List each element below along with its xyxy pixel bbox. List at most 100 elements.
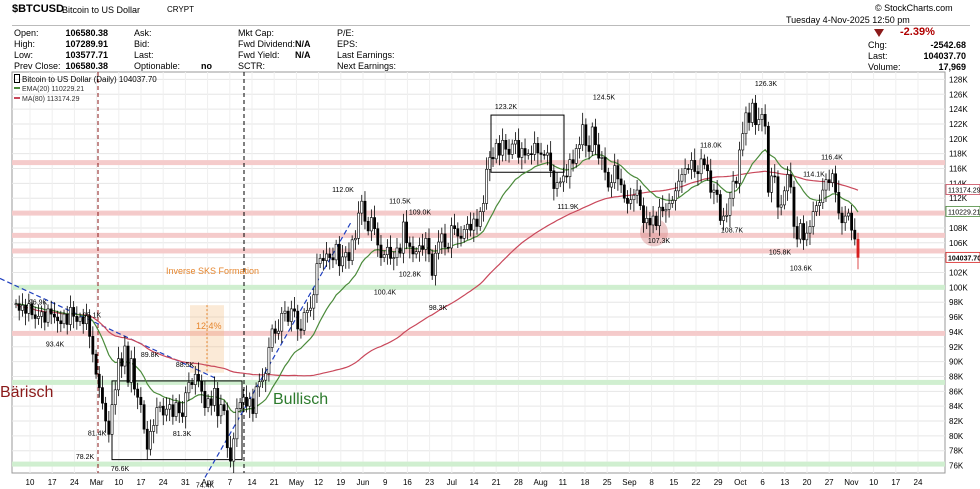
candle-body — [69, 307, 72, 325]
candle-body — [613, 165, 617, 183]
candle-body — [81, 316, 85, 325]
candle-body — [469, 223, 473, 231]
ma-swatch-icon — [14, 97, 20, 99]
x-tick-label: May — [289, 478, 304, 487]
candle-body — [216, 388, 220, 417]
candle-body — [670, 200, 674, 204]
y-tick-label: 76K — [949, 462, 964, 471]
x-tick-label: 6 — [760, 478, 765, 487]
candle-body — [610, 182, 613, 188]
candle-body — [850, 212, 853, 231]
candle-body — [104, 402, 108, 422]
x-tick-label: 14 — [470, 478, 479, 487]
last-price-value: 104037.70 — [923, 51, 966, 61]
candle-body — [533, 142, 537, 155]
price-box-label: 113174.29 — [948, 188, 980, 195]
x-tick-label: 28 — [514, 478, 523, 487]
candle-body — [619, 178, 623, 186]
x-tick-label: 21 — [270, 478, 279, 487]
candle-body — [642, 205, 645, 224]
instrument-name: Bitcoin to US Dollar — [62, 5, 141, 15]
candle-body — [209, 398, 213, 406]
candle-body — [462, 229, 466, 239]
candle-body — [677, 180, 681, 192]
candle-body — [120, 358, 124, 367]
x-tick-label: 12 — [314, 478, 323, 487]
bullish-label: Bullisch — [273, 391, 329, 408]
candle-body — [366, 220, 370, 232]
candle-body — [853, 229, 857, 240]
price-zone — [12, 379, 945, 385]
sks-label: Inverse SKS Formation — [166, 266, 260, 276]
price-label: 98.3K — [429, 305, 448, 312]
candle-body — [277, 330, 280, 334]
candle-body — [251, 398, 255, 414]
x-tick-label: Mar — [90, 478, 104, 487]
candle-body — [94, 353, 98, 375]
candle-body — [229, 447, 232, 462]
optionable-label: Optionable: — [134, 61, 181, 71]
price-zone — [12, 461, 945, 467]
candle-body — [795, 226, 799, 240]
candle-body — [731, 180, 735, 199]
price-label: 89.8K — [141, 352, 160, 359]
candle-body — [776, 176, 780, 208]
candle-body — [344, 252, 348, 258]
candle-body — [59, 320, 63, 325]
exchange: CRYPT — [167, 5, 194, 14]
candle-body — [334, 243, 338, 261]
candle-body — [590, 126, 594, 152]
price-label: 88.5K — [176, 362, 195, 369]
candle-body — [414, 251, 418, 255]
candle-body — [30, 303, 34, 316]
candle-body — [840, 212, 844, 224]
candle-body — [478, 211, 482, 227]
candle-body — [309, 307, 312, 311]
x-tick-label: 22 — [692, 478, 701, 487]
volume-value: 17,969 — [938, 62, 966, 72]
candle-body — [837, 192, 841, 214]
candle-body — [594, 126, 597, 146]
candle-body — [658, 206, 661, 227]
candle-body — [427, 238, 431, 255]
candle-body — [818, 202, 821, 206]
candle-body — [747, 112, 751, 123]
candle-body — [181, 412, 184, 417]
bearish-label: Bärisch — [0, 384, 54, 401]
legend-main-text: Bitcoin to US Dollar (Daily) 104037.70 — [22, 75, 157, 84]
x-tick-label: 16 — [403, 478, 412, 487]
price-label: 108.7K — [721, 228, 744, 235]
price-label: 110.5K — [389, 198, 411, 205]
price-label: 118.0K — [700, 143, 722, 150]
candle-body — [369, 217, 373, 232]
candle-body — [654, 215, 658, 227]
legend: Bitcoin to US Dollar (Daily) 104037.70 E… — [14, 74, 157, 105]
candle-body — [808, 226, 812, 234]
brand-logo: © StockCharts.com — [875, 3, 953, 13]
sctr-label: SCTR: — [238, 61, 265, 71]
price-label: 112.0K — [332, 187, 354, 194]
y-tick-label: 126K — [949, 90, 968, 99]
candle-body — [504, 140, 508, 150]
candle-body — [562, 175, 565, 183]
candle-body — [33, 314, 37, 319]
candle-body — [401, 221, 405, 254]
candle-body — [485, 168, 489, 204]
candle-body — [133, 358, 136, 390]
candle-body — [482, 203, 485, 212]
candle-body — [539, 152, 543, 155]
candle-body — [699, 158, 703, 175]
candle-body — [834, 173, 837, 193]
candle-body — [645, 217, 649, 224]
candle-body — [466, 223, 469, 230]
price-label: 124.5K — [593, 94, 616, 101]
candle-body — [353, 238, 357, 241]
low-value: 103577.71 — [65, 50, 108, 60]
x-tick-label: 17 — [137, 478, 146, 487]
candle-body — [350, 239, 354, 261]
candle-body — [600, 157, 604, 159]
legend-main: Bitcoin to US Dollar (Daily) 104037.70 — [14, 74, 157, 85]
price-label: 78.2K — [76, 454, 95, 461]
